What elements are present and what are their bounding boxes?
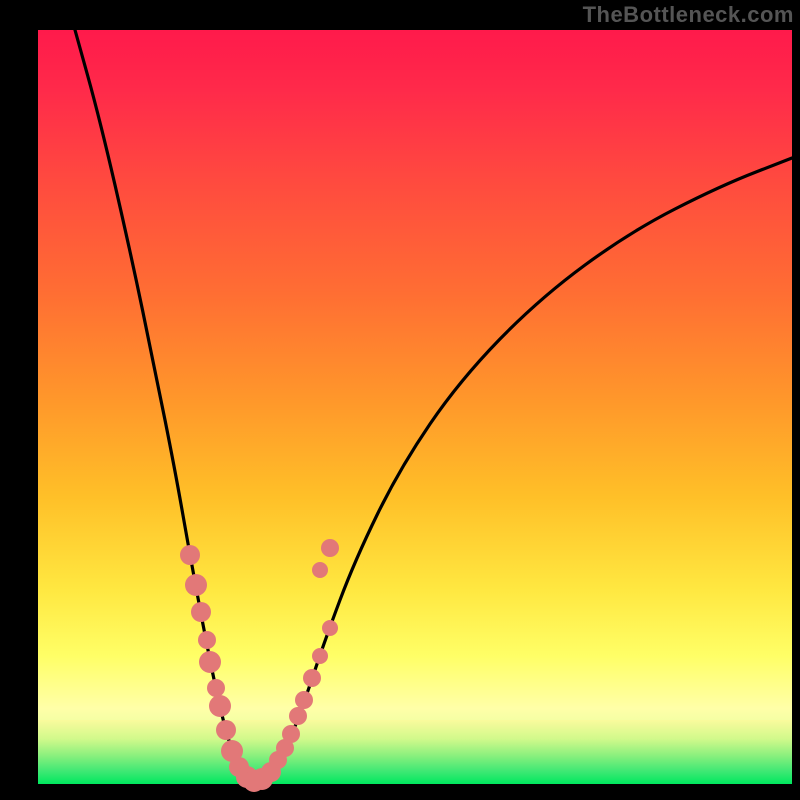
curve-marker [180, 545, 200, 565]
curve-marker [216, 720, 236, 740]
curve-marker [289, 707, 307, 725]
curve-marker [312, 562, 328, 578]
watermark-text: TheBottleneck.com [583, 2, 794, 28]
curve-marker [282, 725, 300, 743]
curve-marker [209, 695, 231, 717]
curve-marker [198, 631, 216, 649]
curve-marker [191, 602, 211, 622]
curve-marker [321, 539, 339, 557]
curve-marker [295, 691, 313, 709]
curve-marker [303, 669, 321, 687]
chart-stage: TheBottleneck.com [0, 0, 800, 800]
curve-marker [199, 651, 221, 673]
curve-path [75, 30, 792, 780]
curve-marker [322, 620, 338, 636]
curve-marker [312, 648, 328, 664]
curve-marker [185, 574, 207, 596]
v-curve [0, 0, 800, 800]
